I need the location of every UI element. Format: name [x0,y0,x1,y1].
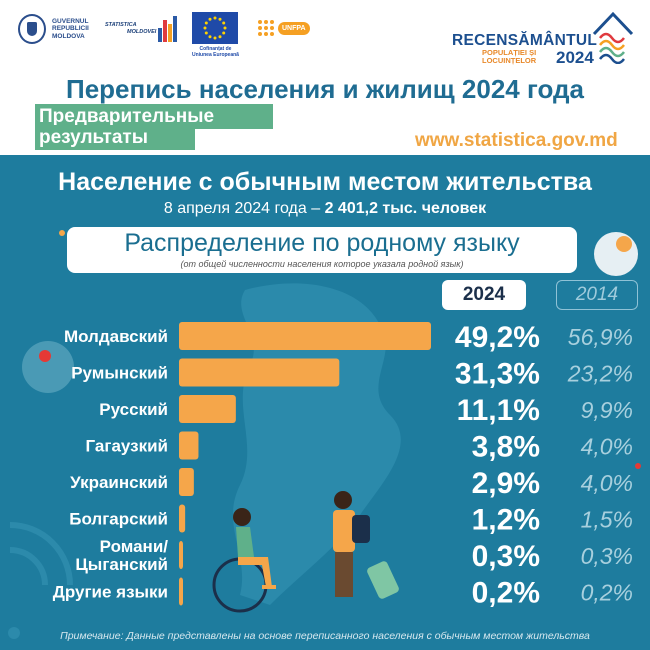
stat-logo-line: MOLDOVEI [127,29,157,35]
wheelchair-person-illustration [212,508,276,613]
census-logo-title: RECENSĂMÂNTUL [452,32,598,49]
header: GUVERNUL REPUBLICII MOLDOVA STATISTICA M… [0,0,650,155]
eu-flag-icon [192,12,239,44]
chart-title: Распределение по родному языку [124,229,520,257]
main-title: Перепись населения и жилищ 2024 года [66,74,584,104]
people-dots-icon [258,20,274,36]
logo-row: GUVERNUL REPUBLICII MOLDOVA STATISTICA M… [0,8,650,58]
chart-note: (от общей численности населения которое … [180,259,464,269]
eu-logo-line: Cofinanțat de [199,46,232,52]
website-link[interactable]: www.statistica.gov.md [415,130,618,151]
stat-logo-line: STATISTICA [105,22,137,28]
gov-logo-line: GUVERNUL [52,17,89,25]
census-date: 8 апреля 2024 года – [163,200,325,217]
section-title: Население с обычным местом жительства [58,168,592,196]
unfpa-logo: UNFPA [258,20,310,36]
government-logo: GUVERNUL REPUBLICII MOLDOVA [18,14,89,44]
statistica-logo: STATISTICA MOLDOVEI [105,16,178,42]
legend-2024: 2024 [442,280,526,310]
preliminary-label: Предварительные [35,104,273,129]
preliminary-label-2: результаты [35,125,195,150]
eu-logo: Cofinanțat de Uniunea Europeană [192,12,239,58]
gov-logo-line: REPUBLICII [52,25,89,33]
traveler-illustration [333,491,399,599]
eu-logo-line: Uniunea Europeană [192,52,239,58]
census-logo-sub: LOCUINȚELOR [482,56,537,65]
population-total: 2 401,2 тыс. человек [324,200,487,217]
census-logo-sub: POPULAȚIEI ȘI [482,48,537,57]
unfpa-badge: UNFPA [278,21,310,35]
house-icon [590,8,636,69]
section-subtitle: 8 апреля 2024 года – 2 401,2 тыс. челове… [0,200,650,218]
distribution-header-box: Распределение по родному языку (от общей… [67,227,577,273]
census-logo: RECENSĂMÂNTUL POPULAȚIEI ȘI LOCUINȚELOR … [452,8,642,67]
census-logo-year: 2024 [556,48,594,67]
footnote: Примечание: Данные представлены на основ… [60,630,590,642]
gov-logo-line: MOLDOVA [52,32,85,40]
bars-icon [158,16,178,42]
legend-2014: 2014 [556,280,638,310]
coat-of-arms-icon [18,14,46,44]
